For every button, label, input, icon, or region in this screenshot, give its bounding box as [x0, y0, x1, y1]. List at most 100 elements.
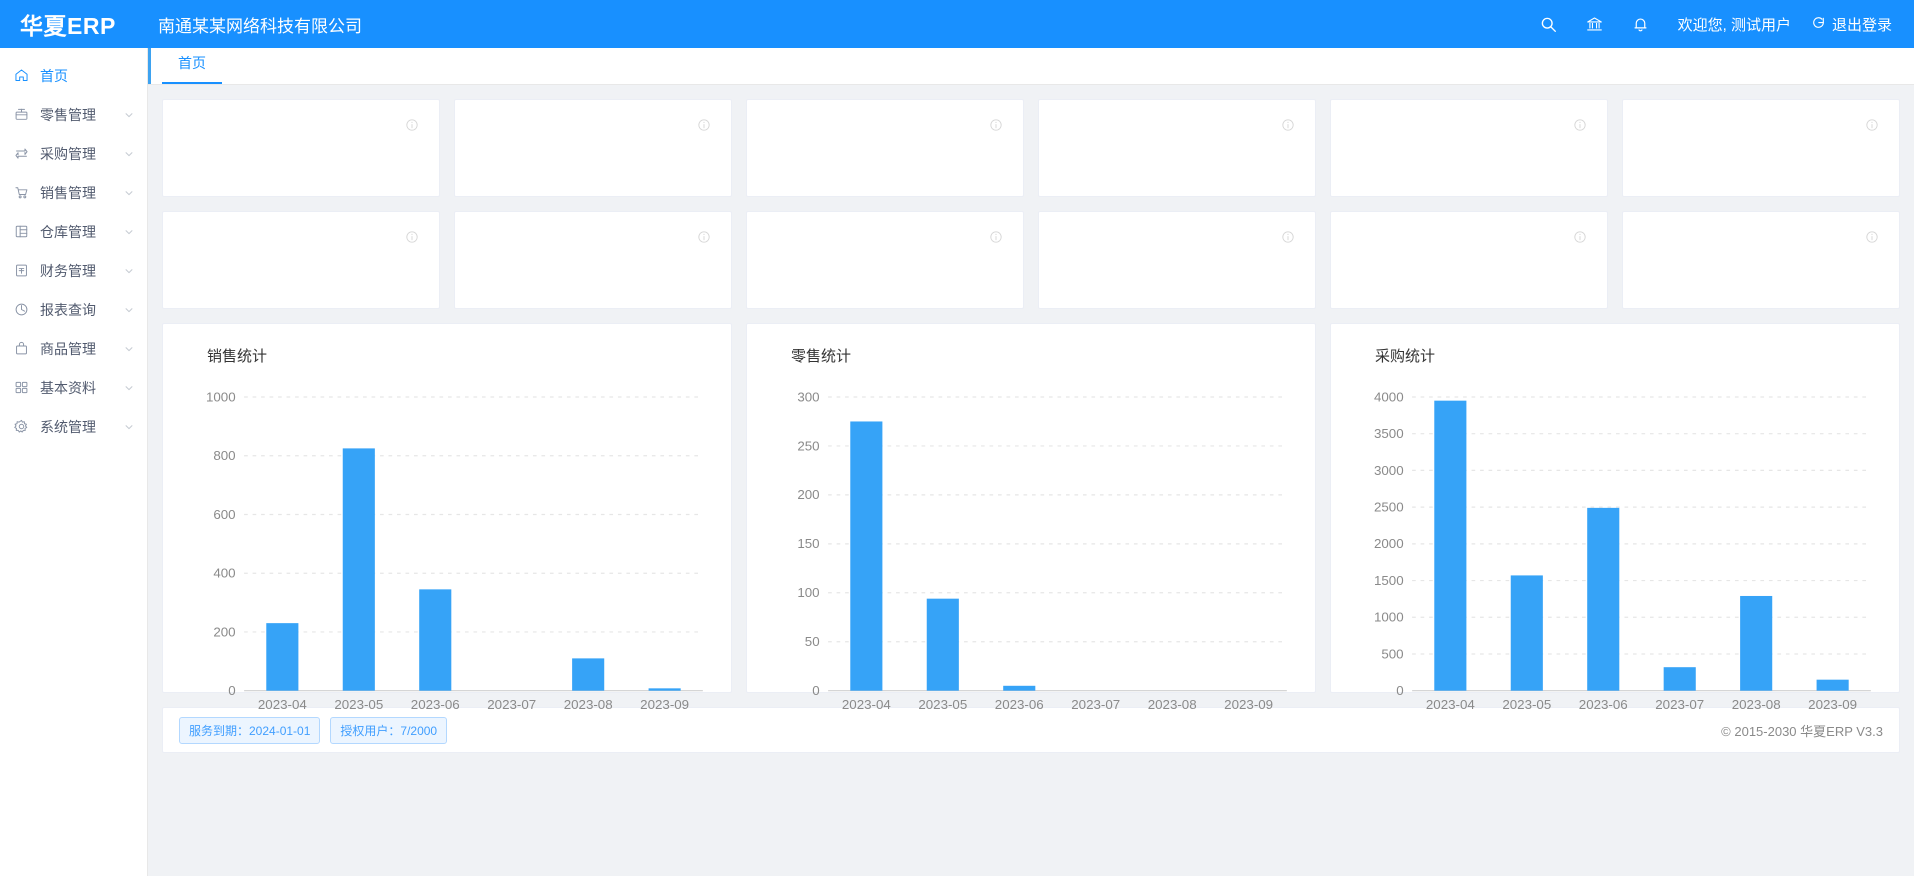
info-icon[interactable] [1865, 230, 1879, 249]
svg-text:2023-05: 2023-05 [1502, 697, 1551, 712]
info-icon[interactable] [989, 230, 1003, 249]
sidebar-item-4[interactable]: 仓库管理 [0, 212, 147, 251]
svg-text:100: 100 [797, 585, 819, 600]
svg-text:3000: 3000 [1374, 463, 1404, 478]
chart-card: 零售统计 0 50 100 150 200 250 300 2023-04 2023-05 2023… [746, 323, 1316, 712]
svg-text:2023-07: 2023-07 [1655, 697, 1704, 712]
info-icon[interactable] [989, 118, 1003, 137]
sidebar-item-label: 零售管理 [40, 106, 96, 123]
stat-card-header [183, 118, 419, 137]
stat-card [1330, 211, 1608, 309]
sidebar-item-3[interactable]: 销售管理 [0, 173, 147, 212]
stat-card [454, 99, 732, 197]
stat-card [162, 99, 440, 197]
svg-text:2023-09: 2023-09 [1224, 697, 1273, 712]
app-header: 华夏ERP 南通某某网络科技有限公司 [0, 0, 1914, 48]
svg-text:4000: 4000 [1374, 389, 1404, 404]
stat-card [1622, 99, 1900, 197]
stat-card [1622, 211, 1900, 309]
svg-text:1000: 1000 [1374, 610, 1404, 625]
chart-card: 销售统计 0 200 400 600 800 1000 2023-04 2023-05 2023-… [162, 323, 732, 712]
info-icon[interactable] [1573, 118, 1587, 137]
sidebar-item-1[interactable]: 零售管理 [0, 95, 147, 134]
stat-card-header [1059, 118, 1295, 137]
logout-button[interactable]: 退出登录 [1811, 14, 1892, 35]
chart-plot-area[interactable]: 0 50 100 150 200 250 300 2023-04 2023-05 2023-06 2… [765, 380, 1299, 732]
svg-text:3500: 3500 [1374, 426, 1404, 441]
chevron-down-icon [124, 227, 134, 237]
stat-card [1330, 99, 1608, 197]
stat-card-header [1351, 118, 1587, 137]
tab-home[interactable]: 首页 [162, 53, 222, 84]
gear-icon [14, 419, 33, 434]
svg-text:200: 200 [213, 624, 235, 639]
stat-card-header [767, 118, 1003, 137]
svg-text:2023-07: 2023-07 [487, 697, 536, 712]
chart-title: 销售统计 [207, 348, 268, 365]
sidebar-item-0[interactable]: 首页 [0, 56, 147, 95]
info-icon[interactable] [405, 118, 419, 137]
svg-text:2023-08: 2023-08 [564, 697, 613, 712]
bell-icon[interactable] [1618, 0, 1664, 48]
info-icon[interactable] [697, 118, 711, 137]
svg-text:250: 250 [797, 438, 819, 453]
chart-plot-area[interactable]: 0 200 400 600 800 1000 2023-04 2023-05 2023-06 20… [181, 380, 715, 732]
svg-text:2500: 2500 [1374, 499, 1404, 514]
info-icon[interactable] [697, 230, 711, 249]
sidebar-item-6[interactable]: 报表查询 [0, 290, 147, 329]
svg-text:2023-06: 2023-06 [1579, 697, 1628, 712]
home-icon [14, 68, 33, 83]
logout-icon [1811, 15, 1826, 34]
bank-icon[interactable] [1572, 0, 1618, 48]
chart-plot-area[interactable]: 0 500 1000 1500 2000 2500 3000 3500 4000 2023-04 2… [1349, 380, 1883, 732]
chart-title: 零售统计 [791, 348, 852, 365]
chevron-down-icon [124, 266, 134, 276]
brand-logo[interactable]: 华夏ERP [20, 13, 116, 39]
info-icon[interactable] [1281, 118, 1295, 137]
chart-row: 销售统计 0 200 400 600 800 1000 2023-04 2023-05 2023-… [148, 323, 1914, 712]
sidebar-item-7[interactable]: 商品管理 [0, 329, 147, 368]
svg-text:2023-07: 2023-07 [1071, 697, 1120, 712]
stat-card-header [1351, 230, 1587, 249]
sidebar-nav: 首页零售管理采购管理销售管理仓库管理财务管理报表查询商品管理 基本资料系统管理 [0, 48, 148, 876]
search-icon[interactable] [1526, 0, 1572, 48]
chevron-down-icon [124, 344, 134, 354]
svg-text:2000: 2000 [1374, 536, 1404, 551]
sidebar-item-label: 报表查询 [40, 301, 96, 318]
info-icon[interactable] [405, 230, 419, 249]
info-icon[interactable] [1865, 118, 1879, 137]
sidebar-item-label: 销售管理 [40, 184, 96, 201]
svg-text:2023-06: 2023-06 [995, 697, 1044, 712]
purchase-icon [14, 146, 33, 161]
service-expiry-tag: 服务到期：2024-01-01 [179, 716, 321, 744]
svg-text:50: 50 [805, 634, 820, 649]
sidebar-item-label: 系统管理 [40, 418, 96, 435]
sidebar-item-2[interactable]: 采购管理 [0, 134, 147, 173]
stat-card [1038, 211, 1316, 309]
info-icon[interactable] [1281, 230, 1295, 249]
svg-text:150: 150 [797, 536, 819, 551]
stat-card-header [1059, 230, 1295, 249]
licensed-users-tag: 授权用户：7/2000 [330, 716, 448, 744]
footer-tags: 服务到期：2024-01-01 授权用户：7/2000 [179, 716, 448, 744]
chevron-down-icon [124, 149, 134, 159]
sidebar-item-8[interactable]: 基本资料 [0, 368, 147, 407]
svg-text:2023-05: 2023-05 [334, 697, 383, 712]
svg-text:0: 0 [812, 683, 819, 698]
chart-title: 采购统计 [1375, 348, 1436, 365]
svg-text:2023-05: 2023-05 [918, 697, 967, 712]
copyright-text: © 2015-2030 华夏ERP V3.3 [1721, 723, 1883, 739]
stat-card [162, 211, 440, 309]
sidebar-item-label: 财务管理 [40, 262, 96, 279]
info-icon[interactable] [1573, 230, 1587, 249]
tab-bar: 首页 [148, 48, 1914, 85]
report-icon [14, 302, 33, 317]
sidebar-item-label: 首页 [40, 67, 68, 84]
sidebar-item-5[interactable]: 财务管理 [0, 251, 147, 290]
svg-text:1000: 1000 [206, 389, 236, 404]
svg-text:2023-09: 2023-09 [1808, 697, 1857, 712]
sidebar-item-9[interactable]: 系统管理 [0, 407, 147, 446]
stat-card [746, 211, 1024, 309]
svg-text:600: 600 [213, 507, 235, 522]
